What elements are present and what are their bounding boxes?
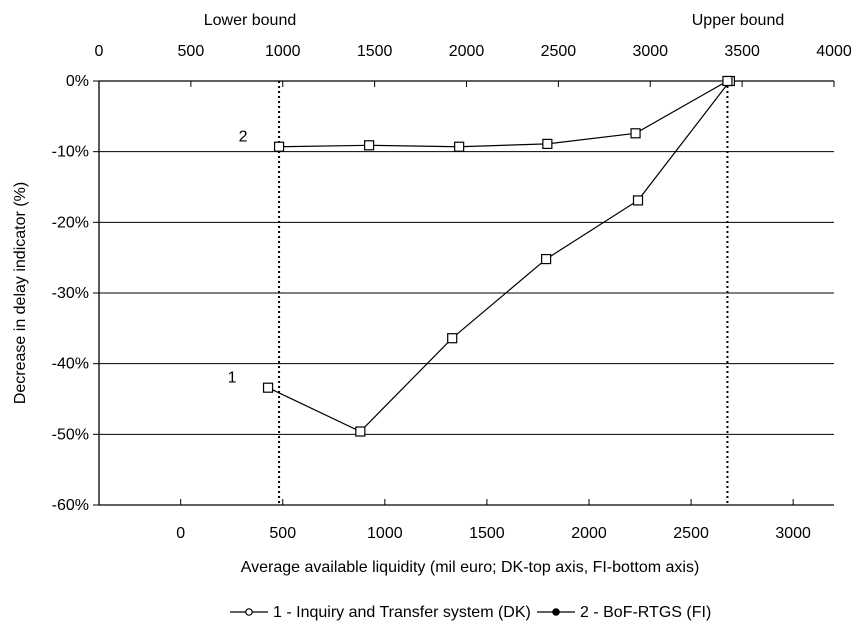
data-point-series-2 xyxy=(454,141,465,152)
y-tick-label: -40% xyxy=(52,356,89,373)
y-tick-label: -30% xyxy=(52,285,89,302)
bottom-tick-label: 1000 xyxy=(367,525,403,542)
top-tick-label: 500 xyxy=(178,43,205,60)
series-label-1: 1 xyxy=(228,370,237,387)
bottom-axis-ticks: 0 500 1000 1500 2000 2500 3000 xyxy=(176,499,811,542)
bottom-tick-label: 500 xyxy=(269,525,296,542)
bottom-tick-label: 1500 xyxy=(469,525,505,542)
top-tick-label: 3000 xyxy=(632,43,668,60)
data-point-series-2 xyxy=(722,75,733,87)
bottom-tick-label: 2000 xyxy=(571,525,607,542)
legend-label-2: 2 - BoF-RTGS (FI) xyxy=(580,604,711,621)
top-tick-label: 1500 xyxy=(357,43,393,60)
data-point-series-1 xyxy=(541,253,552,265)
data-point-series-2 xyxy=(273,141,285,152)
legend-open-circle-icon xyxy=(245,608,253,616)
y-tick-label: -20% xyxy=(52,214,89,231)
grid-lines xyxy=(99,151,834,435)
top-axis-ticks: 0 500 1000 1500 2000 2500 3000 3500 4000 xyxy=(95,43,852,87)
legend-label-1: 1 - Inquiry and Transfer system (DK) xyxy=(273,604,531,621)
x-axis-title: Average available liquidity (mil euro; D… xyxy=(241,559,700,576)
y-tick-label: -60% xyxy=(52,497,89,514)
data-point-series-2 xyxy=(364,140,375,151)
top-tick-label: 3500 xyxy=(724,43,760,60)
series-line-2 xyxy=(279,80,728,148)
legend-item-2: 2 - BoF-RTGS (FI) xyxy=(537,604,711,621)
y-tick-label: -50% xyxy=(52,426,89,443)
bottom-tick-label: 2500 xyxy=(673,525,709,542)
data-point-series-1 xyxy=(355,426,366,437)
y-tick-label: -10% xyxy=(52,144,89,161)
legend-item-1: 1 - Inquiry and Transfer system (DK) xyxy=(230,604,531,621)
upper-bound-label: Upper bound xyxy=(692,12,785,29)
data-point-series-1 xyxy=(262,382,274,393)
top-tick-label: 4000 xyxy=(816,43,852,60)
legend-filled-circle-icon xyxy=(552,608,560,616)
data-point-series-1 xyxy=(632,195,644,206)
top-tick-label: 2500 xyxy=(541,43,577,60)
top-tick-label: 0 xyxy=(95,43,104,60)
series-layer: 12 xyxy=(228,75,735,437)
legend: 1 - Inquiry and Transfer system (DK) 2 -… xyxy=(230,604,711,621)
series-line-1 xyxy=(267,80,731,433)
series-label-2: 2 xyxy=(239,129,248,146)
y-tick-label: 0% xyxy=(66,73,89,90)
data-point-series-2 xyxy=(542,138,553,149)
top-tick-label: 1000 xyxy=(265,43,301,60)
top-tick-label: 2000 xyxy=(449,43,485,60)
bottom-tick-label: 0 xyxy=(176,525,185,542)
y-axis-ticks: 0% -10% -20% -30% -40% -50% -60% xyxy=(52,73,99,514)
lower-bound-label: Lower bound xyxy=(204,12,297,29)
data-point-series-2 xyxy=(630,128,641,139)
data-point-series-1 xyxy=(447,333,458,344)
bottom-tick-label: 3000 xyxy=(775,525,811,542)
y-axis-title: Decrease in delay indicator (%) xyxy=(12,182,29,404)
